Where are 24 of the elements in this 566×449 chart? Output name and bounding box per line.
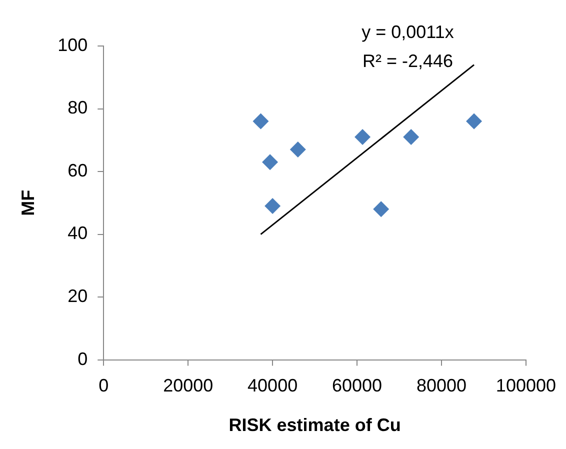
y-tick-label: 80 [68,98,88,118]
text: y = 0,0011x [362,22,454,42]
point [290,142,306,158]
x-tick-label: 0 [98,376,109,396]
annotation: R² = -2,446 [362,50,453,71]
y-tick-label: 0 [78,348,88,369]
point [354,129,371,145]
y-tick-label: 100 [58,34,88,55]
point [466,113,482,130]
point [403,129,420,145]
x-axis-title: RISK estimate of Cu [228,415,401,436]
point [264,198,281,214]
x-tick-label: 40000 [248,376,298,396]
x-tick-label: 80000 [416,376,467,396]
point [252,113,269,130]
x-tick-label: 60000 [332,376,382,396]
point [262,154,278,170]
y-tick-label: 20 [68,286,88,306]
x-tick-label: 20000 [163,376,214,396]
y-axis-title: MF [18,190,38,216]
y-tick-label: 60 [68,160,88,180]
y-tick-label: 40 [68,223,88,244]
x-tick-label: 100000 [496,376,556,396]
point [373,201,390,218]
